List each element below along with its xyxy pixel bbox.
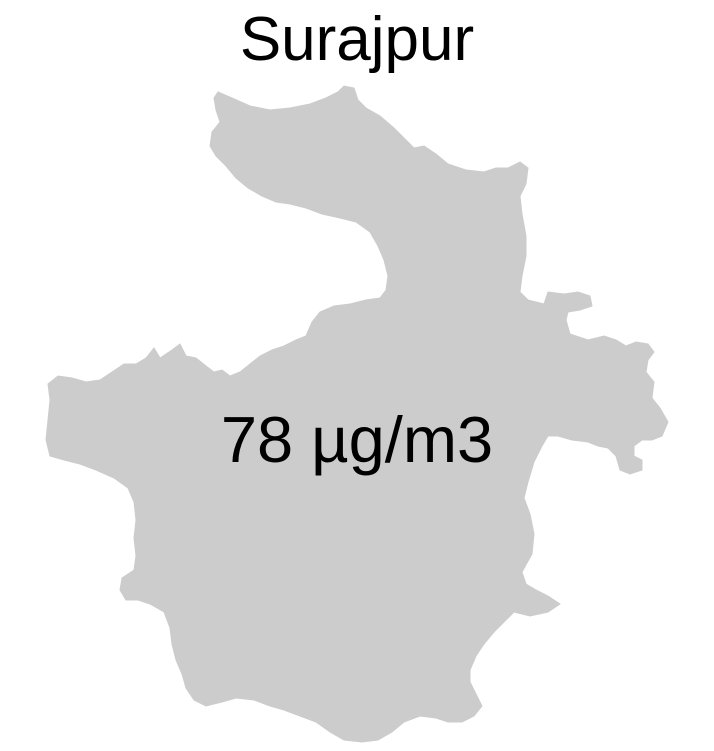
pollution-value-label: 78 µg/m3 <box>220 403 494 476</box>
district-title: Surajpur <box>239 5 475 74</box>
district-boundary-shape <box>45 85 669 743</box>
